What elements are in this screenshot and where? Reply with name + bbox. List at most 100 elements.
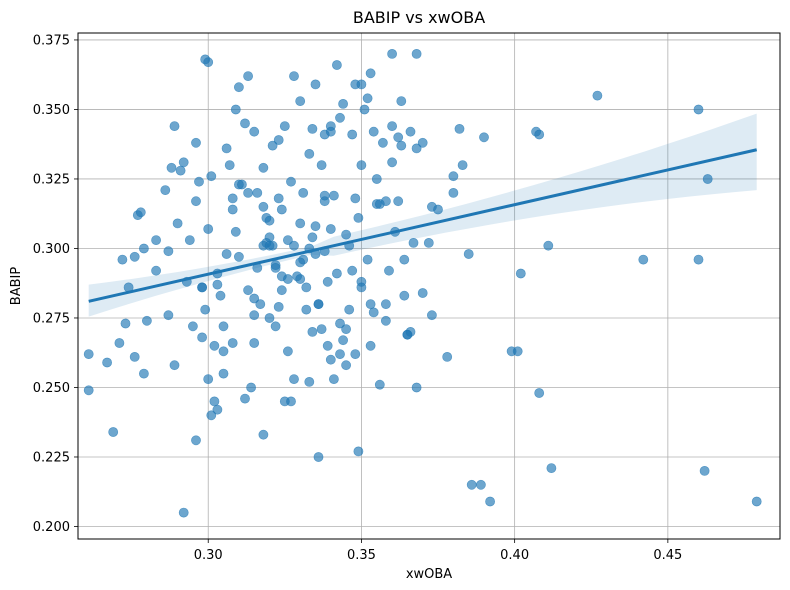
data-point (543, 240, 554, 251)
data-point (240, 118, 250, 129)
x-tick-label: 0.30 (194, 548, 223, 563)
data-point (295, 274, 306, 284)
data-point (365, 340, 376, 351)
x-tick-label: 0.45 (653, 548, 682, 563)
data-point (534, 388, 545, 398)
data-point (374, 379, 385, 390)
data-point (240, 393, 250, 404)
data-point (273, 193, 284, 204)
data-point (279, 396, 290, 407)
data-point (359, 104, 370, 115)
data-point (362, 93, 373, 104)
data-point (273, 301, 284, 312)
data-point (194, 176, 204, 187)
data-point (313, 299, 324, 309)
data-point (393, 196, 404, 207)
data-point (215, 290, 226, 301)
x-axis-ticks: 0.30 0.35 0.40 0.45 (194, 539, 682, 563)
data-point (227, 204, 238, 215)
data-point (307, 232, 318, 243)
data-point (457, 160, 468, 170)
data-point (218, 368, 229, 379)
y-tick-label: 0.300 (33, 242, 70, 257)
data-point (169, 360, 180, 371)
data-point (249, 310, 260, 321)
data-point (328, 374, 339, 384)
data-point (230, 104, 241, 115)
data-point (203, 374, 214, 384)
data-point (338, 335, 348, 346)
data-point (335, 349, 345, 359)
data-point (138, 243, 149, 254)
data-point (295, 218, 306, 229)
data-point (371, 199, 382, 209)
data-point (475, 479, 486, 490)
x-tick-label: 0.35 (347, 548, 376, 563)
data-point (353, 212, 364, 223)
data-point (200, 304, 211, 315)
data-point (307, 326, 318, 337)
data-point (227, 193, 238, 204)
data-point (335, 112, 345, 123)
data-point (258, 240, 269, 251)
data-point (411, 382, 422, 393)
data-point (151, 235, 161, 245)
y-tick-label: 0.375 (33, 33, 70, 48)
data-point (289, 71, 299, 81)
data-point (203, 57, 214, 68)
data-point (264, 215, 275, 226)
data-point (212, 279, 223, 290)
data-point (408, 237, 419, 248)
data-point (258, 162, 269, 173)
regression-line (88, 148, 758, 303)
data-point (341, 229, 351, 240)
data-point (347, 129, 358, 140)
data-point (411, 143, 422, 154)
data-point (751, 496, 762, 507)
data-point (172, 218, 183, 229)
data-point (83, 385, 94, 396)
data-point (282, 235, 293, 245)
data-point (515, 268, 526, 279)
data-point (368, 307, 379, 318)
data-point (423, 237, 434, 248)
data-point (221, 249, 232, 259)
data-point (356, 160, 367, 170)
data-point (485, 496, 495, 507)
data-point (396, 140, 407, 151)
data-point (512, 346, 523, 357)
data-point (191, 137, 201, 148)
data-point (129, 251, 140, 262)
data-point (325, 354, 336, 365)
data-point (301, 282, 312, 293)
data-point (387, 121, 397, 131)
data-point (350, 349, 361, 359)
data-point (380, 299, 391, 309)
y-tick-label: 0.200 (33, 520, 70, 535)
data-point (396, 96, 407, 106)
data-point (295, 257, 306, 268)
data-point (356, 79, 367, 90)
y-axis-ticks: 0.200 0.225 0.250 0.275 0.300 0.325 0.350 0.375 (33, 33, 78, 535)
data-point (276, 204, 287, 215)
data-point (350, 193, 361, 204)
y-tick-label: 0.225 (33, 450, 70, 465)
data-point (448, 171, 459, 182)
data-point (399, 254, 410, 265)
data-point (206, 410, 217, 421)
data-point (380, 196, 391, 207)
data-point (362, 254, 373, 265)
data-point (270, 321, 281, 332)
data-point (316, 160, 327, 170)
data-point (233, 82, 244, 93)
data-point (380, 315, 391, 326)
data-point (479, 132, 489, 143)
data-point (138, 368, 149, 379)
data-point (249, 126, 260, 137)
data-point (331, 268, 342, 279)
data-point (417, 137, 428, 148)
data-point (169, 121, 180, 131)
data-point (546, 463, 557, 473)
data-point (243, 187, 253, 198)
